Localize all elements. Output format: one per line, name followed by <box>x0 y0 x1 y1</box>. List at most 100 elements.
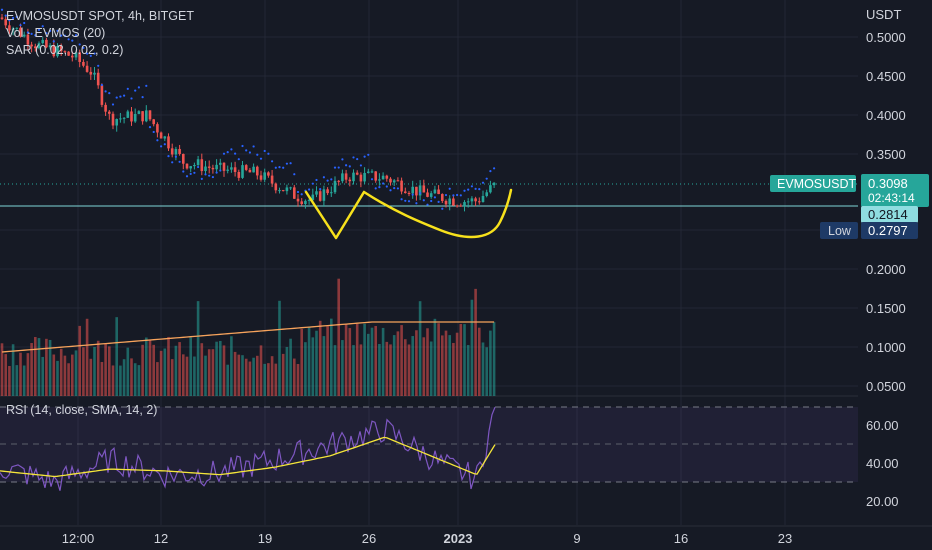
sar-dot <box>256 153 259 156</box>
sar-dot <box>152 130 155 134</box>
volume-bar <box>178 342 181 396</box>
candle-body <box>396 180 400 182</box>
volume-bar <box>78 325 81 396</box>
sar-dot <box>296 190 300 194</box>
sar-dot <box>493 167 496 170</box>
sar-dot <box>130 97 133 100</box>
volume-bar <box>455 332 459 396</box>
volume-bar <box>459 323 463 396</box>
candle-body <box>315 191 318 195</box>
sar-dot <box>71 39 74 42</box>
sar-dot <box>115 96 118 99</box>
sar-dot <box>459 194 462 197</box>
sar-dot <box>234 152 237 155</box>
candle-countdown: 02:43:14 <box>868 191 915 205</box>
volume-bar <box>381 327 385 396</box>
candle-body <box>307 200 311 202</box>
line-price-value: 0.2814 <box>868 207 908 222</box>
sar-dot <box>407 200 411 203</box>
time-axis[interactable]: 12:00 12 19 26 2023 9 16 23 <box>62 531 793 546</box>
sar-dot <box>93 52 96 55</box>
time-tick: 26 <box>362 531 376 546</box>
legend-rsi[interactable]: RSI (14, close, SMA, 14, 2) <box>6 403 157 417</box>
volume-bar <box>233 351 237 396</box>
candle-body <box>244 165 248 170</box>
volume-bar <box>407 344 411 396</box>
candle-body <box>196 159 200 166</box>
sar-dot <box>374 187 377 190</box>
volume-bar <box>374 326 377 396</box>
volume-bar <box>8 365 11 396</box>
candle-body <box>111 113 115 126</box>
candle-body <box>74 52 78 58</box>
candle-body <box>41 39 44 44</box>
volume-bar <box>85 318 89 396</box>
sar-dot <box>171 161 174 164</box>
volume-bar <box>63 355 67 396</box>
candle-body <box>407 193 411 195</box>
candle-body <box>34 46 37 49</box>
volume-bar <box>441 335 444 396</box>
sar-dot <box>145 84 148 87</box>
candle-body <box>448 198 451 205</box>
sar-dot <box>478 188 481 191</box>
sar-dot <box>156 139 159 142</box>
volume-bar <box>422 337 426 396</box>
candle-body <box>352 172 355 182</box>
volume-bar <box>48 339 52 396</box>
sar-dot <box>426 203 429 206</box>
volume-bar <box>426 328 429 396</box>
sar-dot <box>333 166 337 169</box>
volume-bar <box>122 359 126 396</box>
candle-body <box>478 201 481 203</box>
volume-bar <box>326 326 329 396</box>
candle-body <box>367 171 370 173</box>
volume-bar <box>411 336 414 396</box>
candle-body <box>26 34 30 45</box>
time-tick: 19 <box>258 531 272 546</box>
sar-dot <box>182 170 185 173</box>
legend-volume[interactable]: Vol · EVMOS (20) <box>6 26 105 40</box>
sar-dot <box>448 187 451 190</box>
volume-bar <box>26 353 30 396</box>
price-tick: 0.5000 <box>866 30 906 45</box>
volume-bar <box>219 340 222 396</box>
candle-body <box>415 186 418 196</box>
sar-dot <box>134 89 137 92</box>
rsi-axis[interactable]: 60.00 40.00 20.00 <box>866 418 899 509</box>
volume-bar <box>15 365 19 396</box>
volume-bar <box>281 353 285 396</box>
sar-dot <box>470 185 473 188</box>
price-axis[interactable]: USDT 0.5000 0.4500 0.4000 0.3500 0.2000 … <box>866 7 906 394</box>
sar-dot <box>226 150 229 154</box>
rsi-tick: 60.00 <box>866 418 899 433</box>
candle-body <box>422 185 426 193</box>
candle-body <box>378 179 381 181</box>
volume-bar <box>370 327 374 396</box>
volume-bar <box>104 343 107 396</box>
volume-bar <box>196 301 200 396</box>
candle-body <box>22 34 26 37</box>
legend-sar[interactable]: SAR (0.02, 0.02, 0.2) <box>6 43 123 57</box>
volume-bar <box>418 301 422 396</box>
sar-dot <box>452 194 455 197</box>
volume-bar <box>167 336 170 396</box>
volume-bar <box>293 358 296 396</box>
sar-dot <box>108 92 111 95</box>
volume-bar <box>392 335 396 396</box>
volume-bar <box>22 365 26 396</box>
sar-dot <box>411 193 414 196</box>
sar-dot <box>63 34 66 37</box>
volume-bar <box>285 347 289 396</box>
sar-dot <box>285 162 288 165</box>
candle-body <box>322 189 326 201</box>
candle-body <box>148 110 152 120</box>
legend-symbol[interactable]: EVMOSUSDT SPOT, 4h, BITGET <box>6 9 194 23</box>
sar-dot <box>467 188 470 191</box>
sar-dot <box>193 171 196 174</box>
volume-bar <box>466 345 470 396</box>
candle-body <box>293 187 296 199</box>
sar-dot <box>382 182 385 185</box>
sar-dot <box>393 187 396 190</box>
sar-dot <box>252 145 255 148</box>
